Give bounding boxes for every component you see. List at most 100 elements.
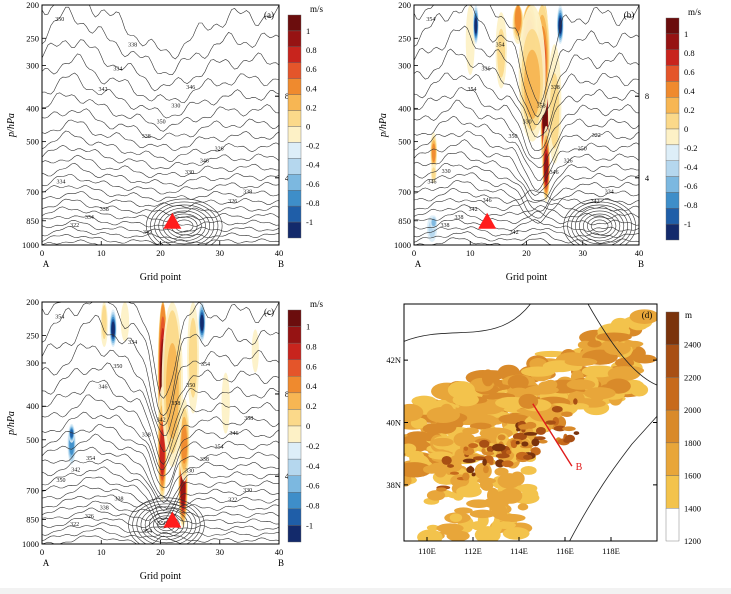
shade-neg-3-5 [200, 314, 204, 331]
y-axis-title: p/hPa [378, 113, 389, 138]
y-tick-label: 400 [26, 103, 39, 113]
isentrope-contours [414, 5, 639, 245]
contour-line [42, 535, 279, 544]
contour-label: 338 [115, 497, 124, 503]
shade-pos-8-1 [431, 167, 436, 180]
terrain-patch [411, 395, 437, 407]
contour-label: 354 [467, 87, 476, 93]
terrain-patch [447, 381, 476, 399]
colorbar-label: -1 [306, 217, 313, 227]
terrain-ridge [515, 440, 520, 445]
terrain-ridge [473, 456, 486, 461]
contour-label: 338 [100, 207, 109, 213]
contour-line [42, 500, 279, 518]
contour-label: 346 [99, 385, 108, 391]
contour-line [42, 516, 279, 531]
isentrope-contours [42, 302, 279, 544]
contour-label: 350 [56, 478, 65, 484]
colorbar-swatch [665, 475, 680, 509]
contour-line [42, 459, 279, 512]
colorbar-label: 1 [684, 29, 688, 39]
contour-line [563, 198, 636, 245]
lon-tick-label: 118E [602, 546, 620, 556]
contour-label: 354 [496, 43, 505, 49]
panel-b: 354 354 350 346 342 338 336 330 326 334 338 354 358 3… [378, 0, 702, 283]
contour-line [145, 198, 223, 245]
colorbar-swatch [287, 94, 302, 111]
colorbar-swatch [665, 176, 680, 193]
terrain-patch [449, 513, 463, 523]
colorbar-swatch [665, 377, 680, 411]
contour-line [42, 130, 279, 162]
terrain-colorbar: m 2400 2200 2000 1800 1600 1400 1200 [665, 310, 701, 546]
contour-label: 334 [605, 190, 614, 196]
contour-label: 350 [55, 17, 64, 23]
terrain-patch [454, 507, 473, 514]
contour-label: 330 [185, 170, 194, 176]
terrain-patch [440, 526, 461, 536]
terrain-patch [583, 387, 616, 400]
terrain-patch [520, 366, 556, 377]
colorbar-swatch [287, 475, 302, 493]
contour-line [158, 207, 210, 245]
terrain-ridge [524, 421, 537, 429]
terrain-patch [426, 524, 440, 531]
terrain-patch [629, 309, 657, 324]
contour-line [42, 394, 279, 470]
colorbar-swatch [287, 221, 302, 239]
terrain-patch [623, 340, 644, 347]
colorbar-label: 0.8 [684, 48, 695, 58]
y-tick-label: 1000 [22, 539, 39, 549]
x-tick-label: 40 [275, 248, 284, 258]
terrain-marker-triangle [163, 212, 182, 229]
terrain-patch [566, 379, 596, 390]
colorbar-label: -0.4 [684, 162, 698, 172]
contour-label: 330 [243, 488, 252, 494]
x-tick-label: 40 [635, 248, 644, 258]
contour-line [132, 500, 201, 544]
terrain-patch [520, 466, 537, 475]
colorbar-label: -0.6 [306, 179, 319, 189]
colorbar-label: 1800 [684, 438, 701, 448]
contour-line [575, 207, 625, 245]
lat-tick-label: 42N [386, 355, 401, 365]
colorbar-label: 2200 [684, 372, 701, 382]
contour-line [154, 204, 215, 245]
contour-line [414, 48, 639, 138]
y-tick-label: 300 [26, 60, 39, 70]
contour-label: 354 [201, 362, 210, 368]
colorbar-swatch [665, 208, 680, 225]
contour-line [42, 5, 279, 60]
contour-line [414, 25, 639, 125]
contour-line [42, 314, 279, 427]
terrain-ridge [495, 459, 505, 468]
terrain-ridge [482, 458, 487, 466]
contour-line [42, 219, 279, 234]
colorbar-label: 0.8 [306, 341, 317, 351]
shade-pos-6-1 [549, 73, 560, 149]
panel-a: 350 342 338 330 326 322 334 350 346 338 334 338 330 3… [6, 0, 324, 283]
terrain-ridge [462, 472, 470, 481]
colorbar-swatch [665, 33, 680, 50]
x-tick-label: 0 [40, 248, 44, 258]
contour-line [42, 485, 279, 529]
contour-label: 338 [100, 506, 109, 512]
terrain-patch [615, 357, 635, 368]
contour-line [414, 180, 639, 224]
colorbar-label: 1 [306, 26, 310, 36]
shade-neg-3-5 [474, 17, 478, 34]
velocity-shading [426, 5, 564, 242]
x-tick-label: 10 [97, 547, 106, 557]
y-tick-label: 700 [26, 187, 39, 197]
contour-line [42, 191, 279, 208]
terrain-ridge [510, 439, 518, 449]
colorbar-label: 0 [684, 124, 688, 134]
lon-tick-label: 114E [510, 546, 528, 556]
contour-line [42, 154, 279, 178]
colorbar-swatch [287, 392, 302, 410]
contour-label: 346 [200, 159, 209, 165]
colorbar-swatch [665, 442, 680, 476]
contour-line [42, 108, 279, 140]
colorbar-swatch [665, 311, 680, 345]
contour-label: 338 [128, 43, 137, 49]
